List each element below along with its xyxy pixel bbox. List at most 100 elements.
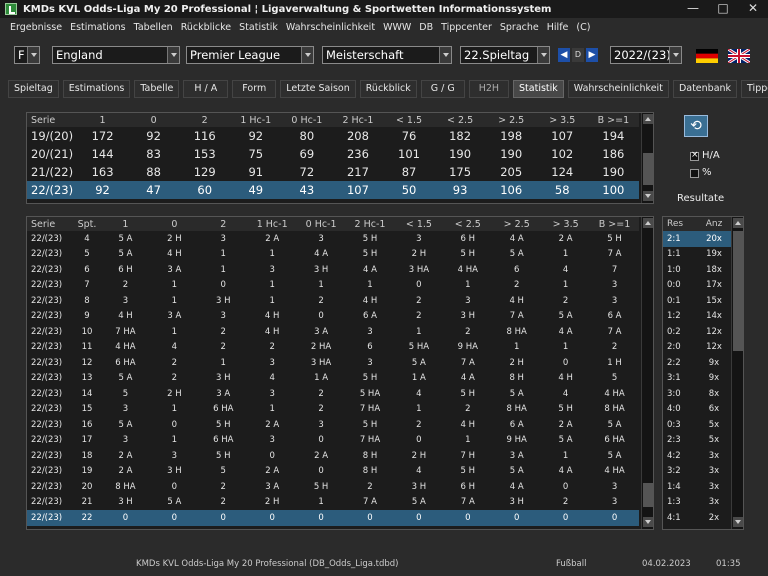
summary-row[interactable]: 20/(21) 144 83 153 75 69 236 101 190 190 102 186	[27, 145, 639, 163]
tab-estimations[interactable]: Estimations	[62, 80, 131, 98]
column-header[interactable]: 1 Hc-1	[230, 113, 282, 127]
detail-scrollbar[interactable]	[641, 217, 653, 529]
column-header[interactable]: Res	[663, 217, 697, 231]
scroll-thumb[interactable]	[643, 153, 653, 185]
summary-row[interactable]: 22/(23) 92 47 60 49 43 107 50 93 106 58 100	[27, 181, 639, 199]
matchday-row[interactable]: 22/(23) 14 5 2 H 3 A 3 2 5 HA 4 5 H 5 A 4 4 HA	[27, 386, 639, 402]
competition-select[interactable]: Meisterschaft	[322, 46, 452, 64]
tab-tippcenter[interactable]: Tippcenter	[741, 80, 768, 98]
menu-ergebnisse[interactable]: Ergebnisse	[10, 22, 63, 33]
matchday-row[interactable]: 22/(23) 21 3 H 5 A 2 2 H 1 7 A 5 A 7 A 3 H 2 3	[27, 495, 639, 511]
matchday-row[interactable]: 22/(23) 5 5 A 4 H 1 1 4 A 5 H 2 H 5 H 5 A 1 7 A	[27, 247, 639, 263]
summary-scrollbar[interactable]	[641, 113, 653, 203]
menu-rueckblicke[interactable]: Rückblicke	[180, 22, 232, 33]
column-header[interactable]: < 1.5	[394, 217, 444, 231]
scroll-down-icon[interactable]	[733, 517, 743, 527]
tab-tabelle[interactable]: Tabelle	[134, 80, 180, 98]
matchday-row[interactable]: 22/(23) 18 2 A 3 5 H 0 2 A 8 H 2 H 7 H 3 A 1 5 A	[27, 448, 639, 464]
tab-datenbank[interactable]: Datenbank	[672, 80, 738, 98]
matchday-row[interactable]: 22/(23) 11 4 HA 4 2 2 2 HA 6 5 HA 9 HA 1 1 2	[27, 340, 639, 356]
menu-copyright[interactable]: (C)	[576, 22, 591, 33]
column-header[interactable]: 1	[77, 113, 129, 127]
scroll-thumb[interactable]	[733, 231, 743, 351]
matchday-row[interactable]: 22/(23) 22 0 0 0 0 0 0 0 0 0 0 0	[27, 510, 639, 526]
result-row[interactable]: 1:3 3x	[663, 495, 731, 511]
result-row[interactable]: 2:1 20x	[663, 231, 731, 247]
result-row[interactable]: 1:0 18x	[663, 262, 731, 278]
scroll-down-icon[interactable]	[643, 517, 653, 527]
matchday-row[interactable]: 22/(23) 19 2 A 3 H 5 2 A 0 8 H 4 5 H 5 A 4 A 4 HA	[27, 464, 639, 480]
matchday-row[interactable]: 22/(23) 7 2 1 0 1 1 1 0 1 2 1 3	[27, 278, 639, 294]
scroll-thumb[interactable]	[643, 483, 653, 507]
matchday-row[interactable]: 22/(23) 4 5 A 2 H 3 2 A 3 5 H 3 6 H 4 A 2 A 5 H	[27, 231, 639, 247]
menu-db[interactable]: DB	[419, 22, 434, 33]
matchday-row[interactable]: 22/(23) 12 6 HA 2 1 3 3 HA 3 5 A 7 A 2 H 0 1 H	[27, 355, 639, 371]
league-select[interactable]: Premier League	[186, 46, 314, 64]
matchday-row[interactable]: 22/(23) 9 4 H 3 A 3 4 H 0 6 A 2 3 H 7 A 5 A 6 A	[27, 309, 639, 325]
column-header[interactable]: > 3.5	[536, 113, 588, 127]
matchday-select[interactable]: 22.Spieltag	[460, 46, 550, 64]
d-button[interactable]: D	[572, 48, 584, 62]
matchday-row[interactable]: 22/(23) 20 8 HA 0 2 3 A 5 H 2 3 H 6 H 4 A 0 3	[27, 479, 639, 495]
column-header[interactable]: 0 Hc-1	[281, 113, 333, 127]
column-header[interactable]: 0	[149, 217, 199, 231]
tab-g-g[interactable]: G / G	[420, 80, 465, 98]
tab-spieltag[interactable]: Spieltag	[8, 80, 59, 98]
percent-checkbox[interactable]	[690, 169, 699, 178]
tab-letzte-saison[interactable]: Letzte Saison	[280, 80, 356, 98]
menu-wahrscheinlichkeit[interactable]: Wahrscheinlichkeit	[285, 22, 376, 33]
result-row[interactable]: 4:2 3x	[663, 448, 731, 464]
result-row[interactable]: 2:2 9x	[663, 355, 731, 371]
german-flag-icon[interactable]	[696, 49, 718, 63]
column-header[interactable]: 1	[101, 217, 150, 231]
column-header[interactable]: B >=1	[587, 113, 639, 127]
menu-estimations[interactable]: Estimations	[70, 22, 126, 33]
sport-select[interactable]: F	[14, 46, 40, 64]
tab-form[interactable]: Form	[232, 80, 277, 98]
matchday-row[interactable]: 22/(23) 17 3 1 6 HA 3 0 7 HA 0 1 9 HA 5 A 6 HA	[27, 433, 639, 449]
column-header[interactable]: Serie	[27, 217, 73, 231]
column-header[interactable]: B >=1	[590, 217, 639, 231]
result-row[interactable]: 0:3 5x	[663, 417, 731, 433]
column-header[interactable]: 2	[179, 113, 231, 127]
matchday-row[interactable]: 22/(23) 10 7 HA 1 2 4 H 3 A 3 1 2 8 HA 4 A 7 A	[27, 324, 639, 340]
column-header[interactable]: < 1.5	[383, 113, 435, 127]
menu-tippcenter[interactable]: Tippcenter	[441, 22, 492, 33]
scroll-up-icon[interactable]	[733, 218, 743, 228]
country-select[interactable]: England	[52, 46, 180, 64]
scroll-down-icon[interactable]	[643, 191, 653, 201]
column-header[interactable]: 0	[128, 113, 180, 127]
column-header[interactable]: > 2.5	[492, 217, 542, 231]
column-header[interactable]: 0 Hc-1	[296, 217, 346, 231]
result-row[interactable]: 3:2 3x	[663, 464, 731, 480]
column-header[interactable]: > 3.5	[541, 217, 591, 231]
tab-statistik[interactable]: Statistik	[513, 80, 564, 98]
menu-tabellen[interactable]: Tabellen	[133, 22, 173, 33]
result-row[interactable]: 0:0 17x	[663, 278, 731, 294]
result-row[interactable]: 2:0 12x	[663, 340, 731, 356]
result-row[interactable]: 0:2 12x	[663, 324, 731, 340]
export-icon[interactable]: ⟲	[684, 115, 708, 137]
tab-rueckblick[interactable]: Rückblick	[359, 80, 417, 98]
result-row[interactable]: 3:1 9x	[663, 371, 731, 387]
column-header[interactable]: < 2.5	[434, 113, 486, 127]
column-header[interactable]: > 2.5	[485, 113, 537, 127]
column-header[interactable]: Anz	[697, 217, 731, 231]
maximize-icon[interactable]: □	[717, 1, 729, 15]
tab-h2h[interactable]: H2H	[468, 80, 510, 98]
column-header[interactable]: 2 Hc-1	[332, 113, 384, 127]
prev-matchday-button[interactable]: ◀	[558, 48, 570, 62]
result-row[interactable]: 1:1 19x	[663, 247, 731, 263]
result-row[interactable]: 4:0 6x	[663, 402, 731, 418]
summary-row[interactable]: 19/(20) 172 92 116 92 80 208 76 182 198 107 194	[27, 127, 639, 145]
scroll-up-icon[interactable]	[643, 114, 653, 124]
tab-wahrscheinlichkeit[interactable]: Wahrscheinlichkeit	[567, 80, 669, 98]
uk-flag-icon[interactable]	[728, 49, 750, 63]
matchday-row[interactable]: 22/(23) 16 5 A 0 5 H 2 A 3 5 H 2 4 H 6 A 2 A 5 A	[27, 417, 639, 433]
menu-www[interactable]: WWW	[383, 22, 412, 33]
result-row[interactable]: 1:4 3x	[663, 479, 731, 495]
column-header[interactable]: 2 Hc-1	[345, 217, 395, 231]
minimize-icon[interactable]: —	[687, 1, 699, 15]
column-header[interactable]: < 2.5	[443, 217, 493, 231]
menu-sprache[interactable]: Sprache	[499, 22, 539, 33]
